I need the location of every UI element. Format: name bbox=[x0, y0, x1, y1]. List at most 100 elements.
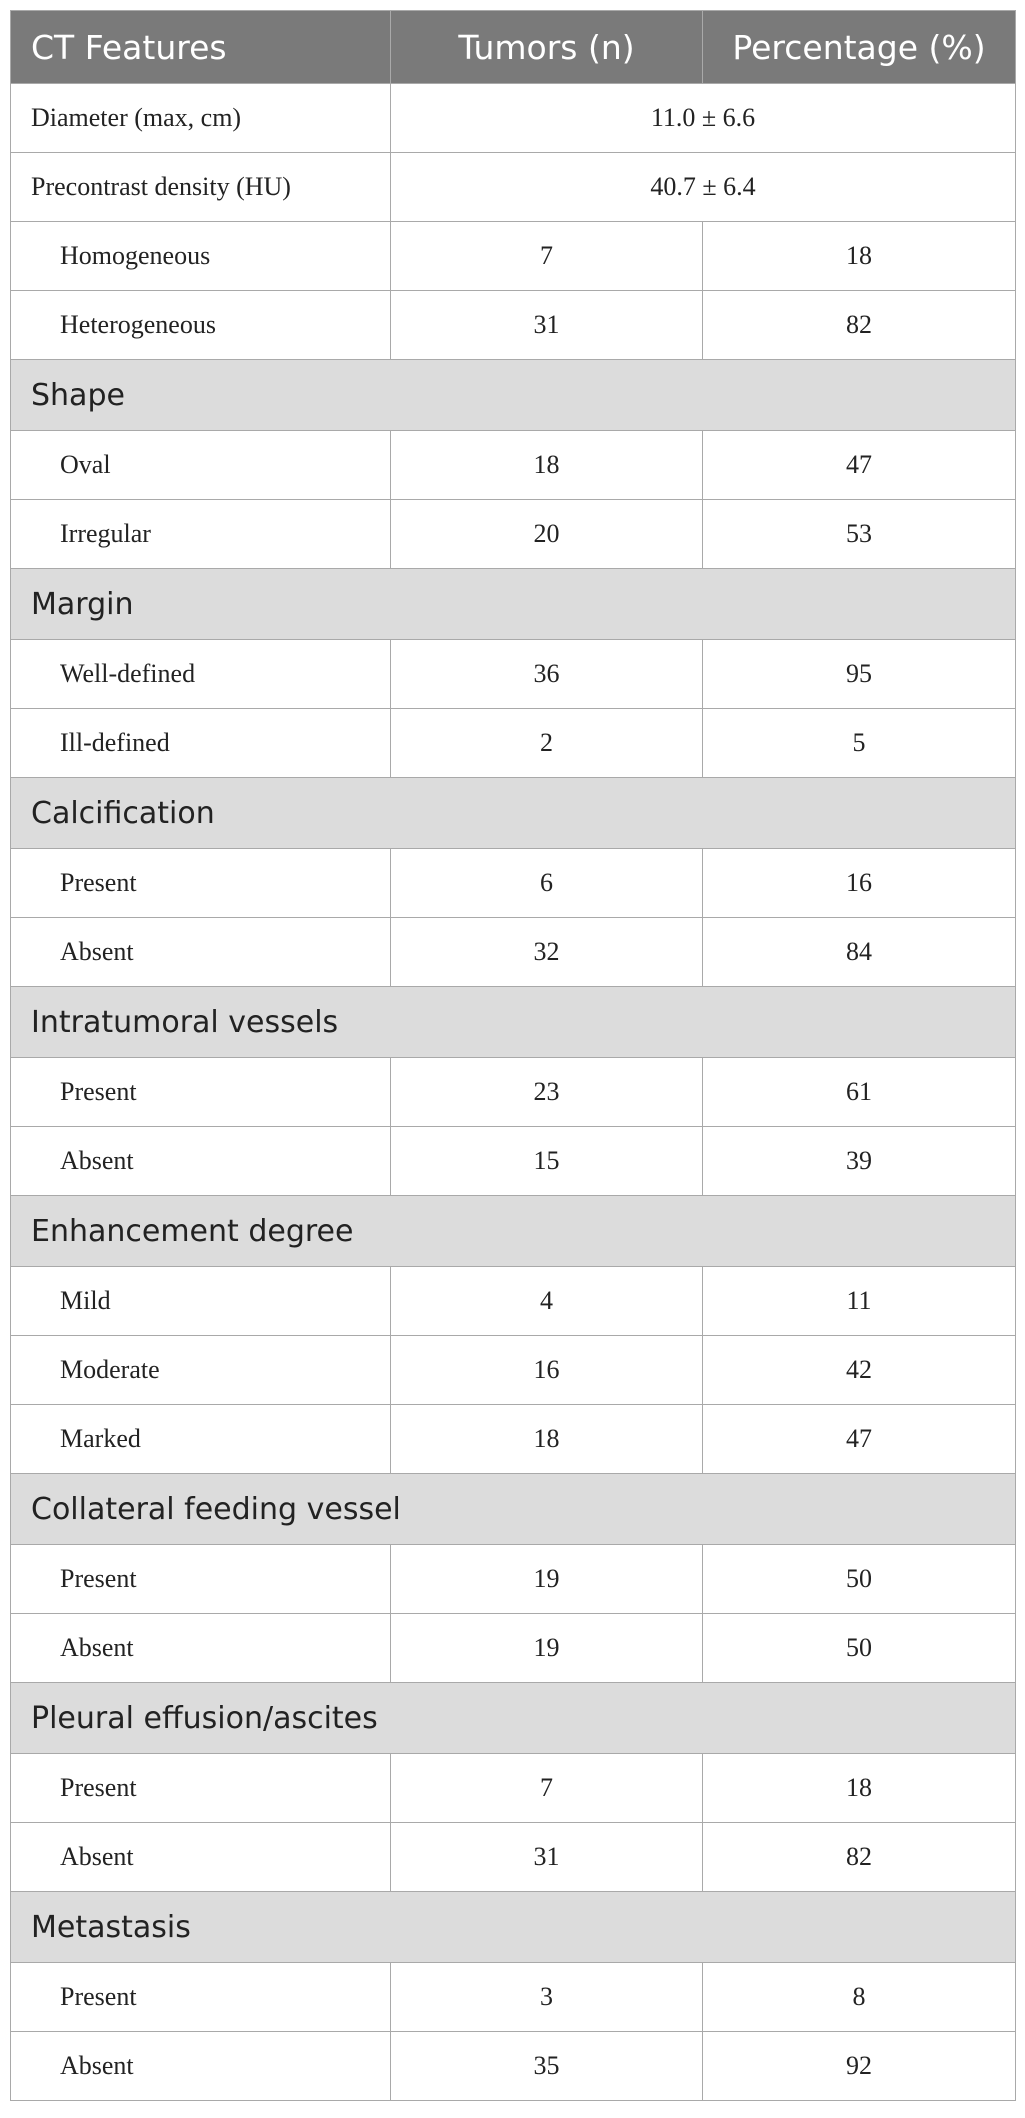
table-row: Well-defined 36 95 bbox=[10, 639, 1016, 709]
percentage: 5 bbox=[702, 708, 1016, 778]
group-title: Metastasis bbox=[10, 1891, 1016, 1963]
row-label: Present bbox=[10, 1057, 391, 1127]
table-row: Moderate 16 42 bbox=[10, 1335, 1016, 1405]
row-label: Diameter (max, cm) bbox=[10, 83, 391, 153]
tumor-count: 4 bbox=[390, 1266, 703, 1336]
percentage: 11 bbox=[702, 1266, 1016, 1336]
tumor-count: 31 bbox=[390, 1822, 703, 1892]
table-row: Absent 31 82 bbox=[10, 1822, 1016, 1892]
group-row-shape: Shape bbox=[10, 359, 1016, 431]
row-label: Marked bbox=[10, 1404, 391, 1474]
percentage: 50 bbox=[702, 1613, 1016, 1683]
tumor-count: 16 bbox=[390, 1335, 703, 1405]
table-row: Absent 15 39 bbox=[10, 1126, 1016, 1196]
table-row: Present 7 18 bbox=[10, 1753, 1016, 1823]
tumor-count: 20 bbox=[390, 499, 703, 569]
tumor-count: 19 bbox=[390, 1544, 703, 1614]
table-header: CT Features Tumors (n) Percentage (%) bbox=[10, 10, 1016, 84]
table-row: Oval 18 47 bbox=[10, 430, 1016, 500]
percentage: 50 bbox=[702, 1544, 1016, 1614]
row-label: Precontrast density (HU) bbox=[10, 152, 391, 222]
tumor-count: 2 bbox=[390, 708, 703, 778]
ct-features-table: CT Features Tumors (n) Percentage (%) Di… bbox=[10, 10, 1016, 2101]
group-title: Enhancement degree bbox=[10, 1195, 1016, 1267]
percentage: 47 bbox=[702, 1404, 1016, 1474]
percentage: 42 bbox=[702, 1335, 1016, 1405]
percentage: 61 bbox=[702, 1057, 1016, 1127]
row-label: Present bbox=[10, 1753, 391, 1823]
row-label: Mild bbox=[10, 1266, 391, 1336]
header-row: CT Features Tumors (n) Percentage (%) bbox=[10, 10, 1016, 84]
table-row: Homogeneous 7 18 bbox=[10, 221, 1016, 291]
group-title: Collateral feeding vessel bbox=[10, 1473, 1016, 1545]
row-label: Absent bbox=[10, 1822, 391, 1892]
group-row-calcification: Calcification bbox=[10, 777, 1016, 849]
header-tumors-n: Tumors (n) bbox=[390, 10, 703, 84]
percentage: 39 bbox=[702, 1126, 1016, 1196]
group-title: Shape bbox=[10, 359, 1016, 431]
tumor-count: 32 bbox=[390, 917, 703, 987]
tumor-count: 7 bbox=[390, 1753, 703, 1823]
group-row-margin: Margin bbox=[10, 568, 1016, 640]
percentage: 84 bbox=[702, 917, 1016, 987]
group-title: Margin bbox=[10, 568, 1016, 640]
tumor-count: 15 bbox=[390, 1126, 703, 1196]
tumor-count: 35 bbox=[390, 2031, 703, 2101]
row-label: Oval bbox=[10, 430, 391, 500]
group-title: Calcification bbox=[10, 777, 1016, 849]
header-percentage: Percentage (%) bbox=[702, 10, 1016, 84]
table-row: Absent 32 84 bbox=[10, 917, 1016, 987]
tumor-count: 3 bbox=[390, 1962, 703, 2032]
row-value: 11.0 ± 6.6 bbox=[390, 83, 1016, 153]
tumor-count: 18 bbox=[390, 430, 703, 500]
table-row: Present 6 16 bbox=[10, 848, 1016, 918]
row-label: Absent bbox=[10, 917, 391, 987]
row-label: Present bbox=[10, 1544, 391, 1614]
group-row-metastasis: Metastasis bbox=[10, 1891, 1016, 1963]
percentage: 18 bbox=[702, 221, 1016, 291]
group-title: Intratumoral vessels bbox=[10, 986, 1016, 1058]
row-label: Heterogeneous bbox=[10, 290, 391, 360]
group-row-collateral-feeding-vessel: Collateral feeding vessel bbox=[10, 1473, 1016, 1545]
tumor-count: 31 bbox=[390, 290, 703, 360]
group-row-enhancement-degree: Enhancement degree bbox=[10, 1195, 1016, 1267]
table-row-diameter: Diameter (max, cm) 11.0 ± 6.6 bbox=[10, 83, 1016, 153]
table-row-precontrast-density: Precontrast density (HU) 40.7 ± 6.4 bbox=[10, 152, 1016, 222]
table-row: Present 19 50 bbox=[10, 1544, 1016, 1614]
row-label: Ill-defined bbox=[10, 708, 391, 778]
row-label: Moderate bbox=[10, 1335, 391, 1405]
table-row: Absent 35 92 bbox=[10, 2031, 1016, 2101]
row-label: Present bbox=[10, 848, 391, 918]
percentage: 82 bbox=[702, 1822, 1016, 1892]
percentage: 47 bbox=[702, 430, 1016, 500]
row-label: Irregular bbox=[10, 499, 391, 569]
table-row: Mild 4 11 bbox=[10, 1266, 1016, 1336]
table-row: Irregular 20 53 bbox=[10, 499, 1016, 569]
percentage: 95 bbox=[702, 639, 1016, 709]
tumor-count: 23 bbox=[390, 1057, 703, 1127]
table-row: Heterogeneous 31 82 bbox=[10, 290, 1016, 360]
table-row: Present 3 8 bbox=[10, 1962, 1016, 2032]
percentage: 8 bbox=[702, 1962, 1016, 2032]
row-value: 40.7 ± 6.4 bbox=[390, 152, 1016, 222]
table-body: Diameter (max, cm) 11.0 ± 6.6 Precontras… bbox=[10, 83, 1016, 2101]
row-label: Absent bbox=[10, 1126, 391, 1196]
percentage: 53 bbox=[702, 499, 1016, 569]
group-row-intratumoral-vessels: Intratumoral vessels bbox=[10, 986, 1016, 1058]
percentage: 18 bbox=[702, 1753, 1016, 1823]
table-row: Marked 18 47 bbox=[10, 1404, 1016, 1474]
group-title: Pleural effusion/ascites bbox=[10, 1682, 1016, 1754]
row-label: Homogeneous bbox=[10, 221, 391, 291]
tumor-count: 19 bbox=[390, 1613, 703, 1683]
percentage: 92 bbox=[702, 2031, 1016, 2101]
table-row: Absent 19 50 bbox=[10, 1613, 1016, 1683]
row-label: Absent bbox=[10, 1613, 391, 1683]
row-label: Well-defined bbox=[10, 639, 391, 709]
header-ct-features: CT Features bbox=[10, 10, 391, 84]
table-row: Present 23 61 bbox=[10, 1057, 1016, 1127]
group-row-pleural-effusion-ascites: Pleural effusion/ascites bbox=[10, 1682, 1016, 1754]
percentage: 82 bbox=[702, 290, 1016, 360]
tumor-count: 7 bbox=[390, 221, 703, 291]
percentage: 16 bbox=[702, 848, 1016, 918]
row-label: Present bbox=[10, 1962, 391, 2032]
